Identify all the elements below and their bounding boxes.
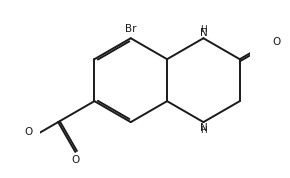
Text: Br: Br [125, 24, 137, 34]
Text: H: H [200, 126, 207, 135]
Text: O: O [24, 127, 32, 137]
Text: N: N [200, 123, 207, 133]
Text: O: O [272, 37, 280, 47]
Text: N: N [200, 28, 207, 38]
Text: H: H [200, 25, 207, 34]
Text: O: O [71, 155, 79, 165]
